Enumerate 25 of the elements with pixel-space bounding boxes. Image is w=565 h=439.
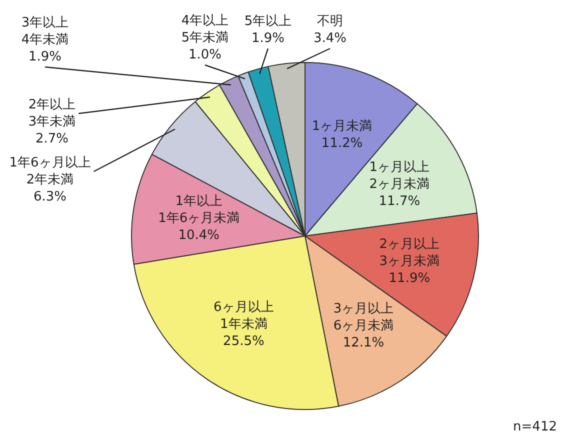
slice-label: 5年以上 — [244, 14, 292, 29]
slice-label: 6ヶ月以上 1年未満 — [214, 300, 274, 332]
data-label: 1.9% — [28, 49, 62, 64]
slice-label: 4年以上 5年未満 — [181, 13, 229, 46]
data-label: 3.4% — [313, 30, 347, 46]
slice-label: 2年以上 3年未満 — [28, 97, 76, 130]
data-label: 11.2% — [321, 136, 363, 151]
data-label: 1.0% — [188, 47, 222, 62]
data-label: 6.3% — [33, 189, 67, 204]
data-label: 12.1% — [342, 336, 384, 351]
data-label: 11.9% — [388, 271, 430, 286]
slice-label: 1ヶ月以上 2ヶ月未満 — [369, 160, 430, 192]
slice-label: 3ヶ月以上 6ヶ月未満 — [333, 302, 394, 334]
data-label: 1.9% — [251, 30, 285, 46]
text: n=412 — [513, 419, 557, 434]
slice-label: 1年6ヶ月以上 2年未満 — [9, 155, 91, 188]
data-label: 25.5% — [223, 334, 264, 349]
slice-label: 1ヶ月未満 — [312, 118, 372, 134]
slice-label: 3年以上 4年未満 — [21, 15, 69, 48]
data-label: 2.7% — [35, 131, 69, 146]
slice-label: 2ヶ月以上 3ヶ月未満 — [379, 237, 440, 270]
slice-label: 1年以上 1年6ヶ月未満 — [158, 194, 240, 226]
slice-label: 不明 — [317, 14, 343, 29]
data-label: 10.4% — [178, 228, 220, 243]
data-label: 11.7% — [378, 194, 420, 209]
